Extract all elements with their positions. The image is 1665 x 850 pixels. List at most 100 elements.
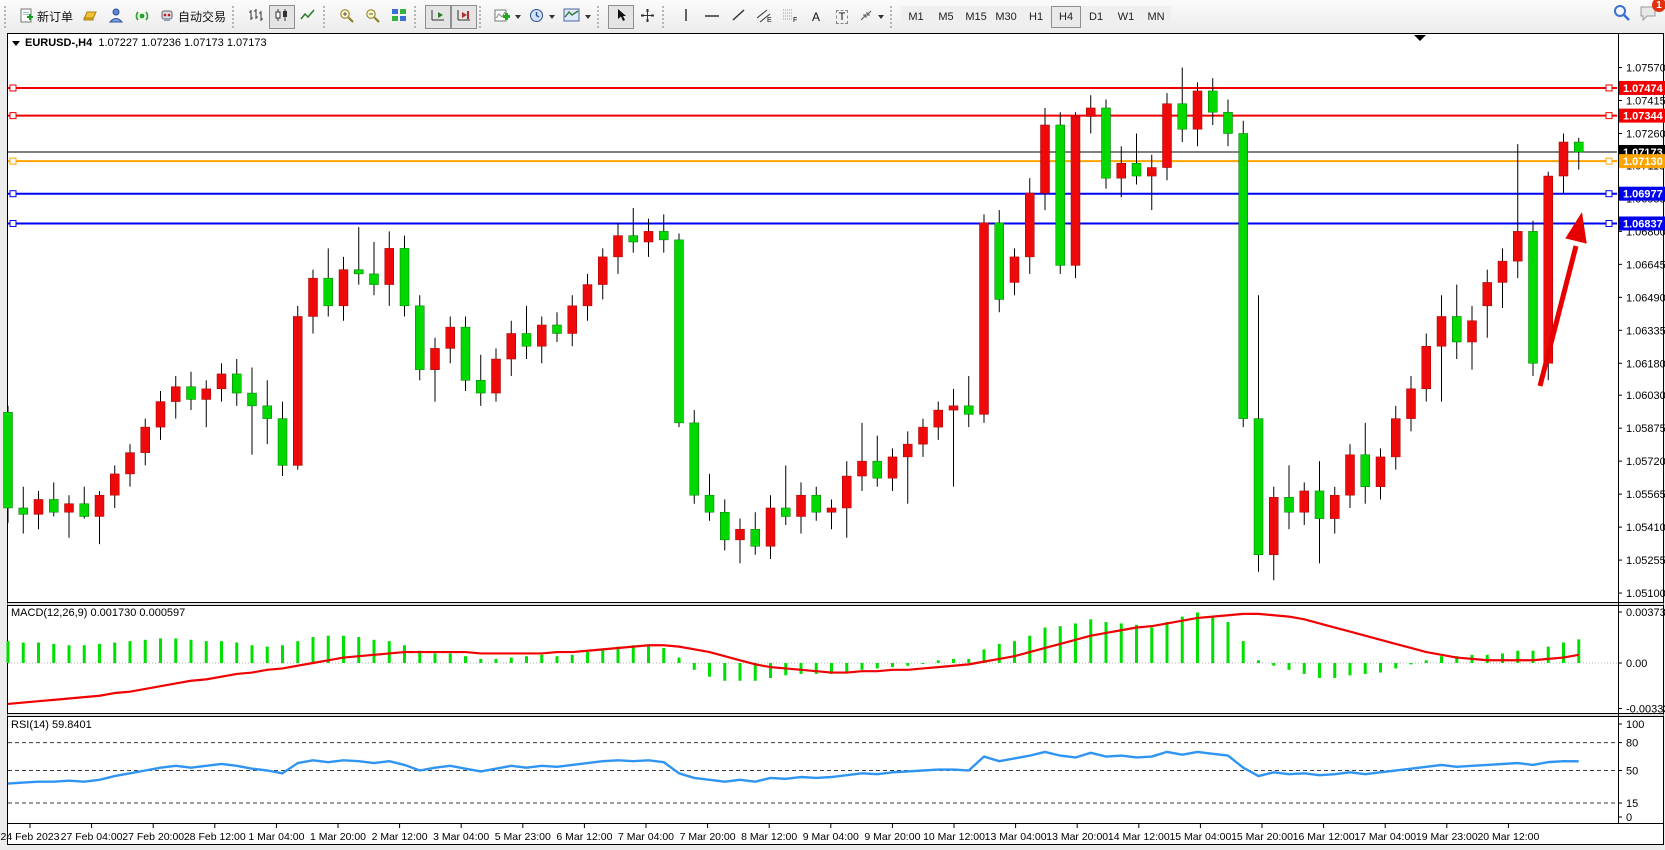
- text-label-icon: T: [835, 9, 849, 24]
- notification-badge: 1: [1652, 0, 1665, 12]
- macd-histogram-bar: [967, 658, 971, 663]
- periods-button[interactable]: [525, 5, 559, 29]
- macd-histogram-bar: [1287, 663, 1291, 670]
- search-icon[interactable]: [1613, 4, 1631, 27]
- panel-resize-strip[interactable]: [7, 603, 1664, 605]
- crosshair-button[interactable]: [634, 5, 660, 29]
- arrows-tool[interactable]: [855, 5, 888, 29]
- tile-windows-button[interactable]: [386, 5, 412, 29]
- cursor-button[interactable]: [608, 4, 635, 29]
- trend-arrow-shaft[interactable]: [1537, 245, 1579, 387]
- equidistant-channel-tool[interactable]: E: [751, 5, 777, 29]
- indicators-button[interactable]: [490, 5, 525, 29]
- candle-body: [323, 277, 333, 307]
- toolbar-grip[interactable]: [479, 5, 488, 28]
- macd-histogram-bar: [586, 652, 589, 663]
- tf-m1[interactable]: M1: [901, 5, 932, 28]
- chart-shift-marker[interactable]: [1414, 35, 1426, 41]
- tf-m15[interactable]: M15: [961, 5, 992, 28]
- date-label: 3 Mar 04:00: [433, 831, 489, 843]
- templates-button[interactable]: [559, 5, 595, 29]
- level-handle-right[interactable]: [1605, 219, 1613, 227]
- tf-m5[interactable]: M5: [931, 5, 962, 28]
- date-label: 7 Mar 04:00: [618, 831, 674, 843]
- tile-windows-icon: [391, 8, 407, 25]
- tf-m30[interactable]: M30: [991, 5, 1022, 28]
- level-handle-right[interactable]: [1605, 112, 1613, 120]
- date-label: 9 Mar 04:00: [803, 831, 859, 843]
- candlestick-chart-button[interactable]: [269, 4, 296, 29]
- candle-body: [1162, 103, 1172, 168]
- candle-body: [1223, 111, 1233, 134]
- symbol-dropdown-icon[interactable]: [12, 41, 20, 46]
- tf-mn[interactable]: MN: [1141, 5, 1172, 28]
- candle-body: [1070, 116, 1081, 266]
- toolbar-grip[interactable]: [890, 5, 899, 28]
- autotrading-button[interactable]: 自动交易: [155, 5, 230, 29]
- level-handle-right[interactable]: [1605, 157, 1613, 165]
- horizontal-line-tool[interactable]: [699, 5, 725, 29]
- date-label: 1 Mar 20:00: [310, 831, 366, 843]
- candle-body: [1238, 133, 1248, 419]
- fibonacci-tool[interactable]: F: [777, 5, 803, 29]
- macd-histogram-bar: [326, 635, 330, 663]
- horizontal-line-icon: [704, 10, 720, 24]
- macd-histogram-bar: [1394, 663, 1398, 669]
- candle-body: [1147, 167, 1157, 177]
- panel-resize-strip[interactable]: [7, 714, 1664, 716]
- candle-body: [628, 235, 638, 243]
- macd-histogram-bar: [1485, 654, 1489, 663]
- candle-body: [216, 373, 227, 390]
- candle-body: [826, 507, 837, 513]
- date-label: 28 Feb 12:00: [184, 831, 246, 843]
- zoom-out-button[interactable]: [360, 5, 386, 29]
- toolbar-grip[interactable]: [323, 5, 332, 28]
- toolbar-grip[interactable]: [414, 5, 423, 28]
- profiles-button[interactable]: [77, 5, 103, 29]
- candle-body: [110, 473, 120, 496]
- text-tool[interactable]: A: [803, 5, 829, 29]
- toolbar-grip[interactable]: [232, 5, 241, 28]
- metaeditor-button[interactable]: [103, 5, 129, 29]
- trendline-tool[interactable]: [725, 5, 751, 29]
- new-order-button[interactable]: 新订单: [15, 5, 77, 29]
- notifications-icon[interactable]: 1: [1639, 0, 1665, 27]
- level-handle-left[interactable]: [9, 219, 17, 227]
- macd-histogram-bar: [220, 641, 223, 663]
- tf-h4[interactable]: H4: [1051, 5, 1082, 28]
- level-handle-left[interactable]: [9, 190, 17, 198]
- tf-h1[interactable]: H1: [1021, 5, 1052, 28]
- auto-scroll-button[interactable]: [425, 4, 452, 29]
- macd-histogram-bar: [509, 657, 513, 663]
- macd-histogram-bar: [753, 663, 757, 681]
- level-handle-left[interactable]: [9, 157, 17, 165]
- level-handle-left[interactable]: [9, 112, 17, 120]
- tf-d1[interactable]: D1: [1081, 5, 1112, 28]
- new-order-icon: [19, 8, 34, 26]
- macd-histogram-bar: [311, 637, 315, 663]
- macd-histogram-bar: [1379, 663, 1382, 673]
- vertical-line-tool[interactable]: [673, 5, 699, 29]
- toolbar-grip[interactable]: [662, 5, 671, 28]
- trend-arrow-head[interactable]: [1565, 212, 1587, 244]
- signals-button[interactable]: [129, 5, 155, 29]
- candle-body: [857, 460, 867, 477]
- bar-chart-button[interactable]: [243, 5, 269, 29]
- chart-shift-button[interactable]: [451, 4, 478, 29]
- toolbar-grip[interactable]: [597, 5, 606, 28]
- text-label-tool[interactable]: T: [829, 5, 855, 29]
- cursor-arrow-icon: [615, 8, 628, 25]
- level-handle-right[interactable]: [1605, 84, 1613, 92]
- tf-w1[interactable]: W1: [1111, 5, 1142, 28]
- line-chart-button[interactable]: [295, 5, 321, 29]
- zoom-in-button[interactable]: [334, 5, 360, 29]
- toolbar-grip[interactable]: [4, 5, 13, 28]
- vertical-line-icon: [681, 8, 691, 25]
- date-label: 27 Feb 20:00: [122, 831, 184, 843]
- macd-histogram-bar: [37, 642, 40, 663]
- level-handle-left[interactable]: [9, 84, 17, 92]
- date-label: 9 Mar 20:00: [864, 831, 920, 843]
- macd-histogram-bar: [952, 658, 955, 663]
- level-handle-right[interactable]: [1605, 190, 1613, 198]
